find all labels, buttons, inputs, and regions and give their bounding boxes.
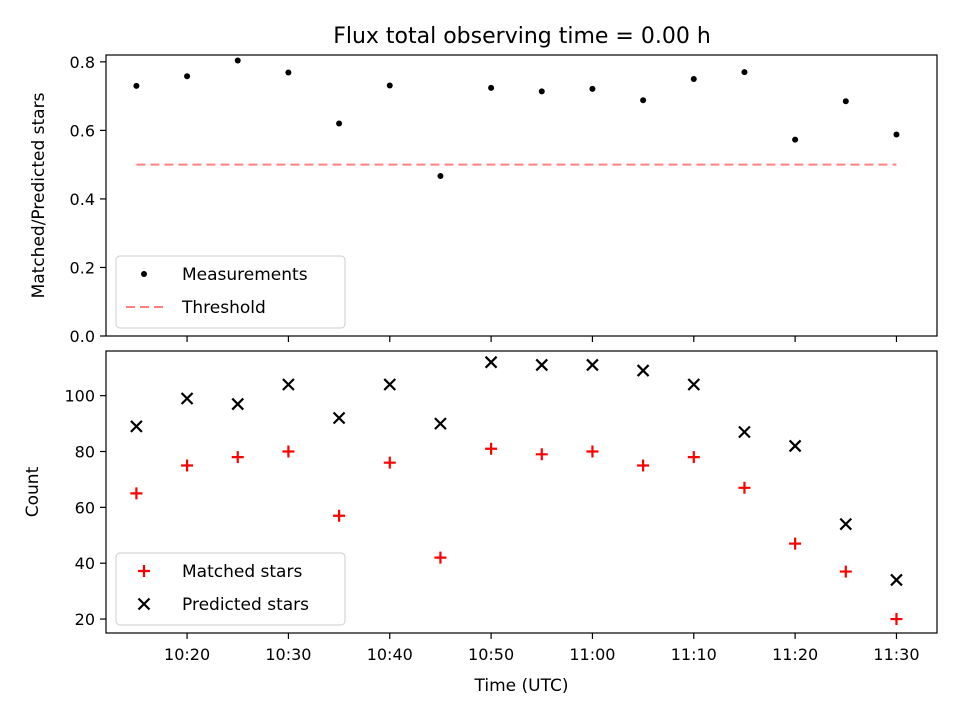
y-tick-label: 100: [64, 387, 95, 406]
data-point: [893, 131, 900, 138]
data-point: [586, 445, 599, 458]
data-point: [383, 378, 397, 391]
x-tick-label: 11:00: [569, 645, 615, 664]
data-point: [184, 73, 191, 80]
data-point: [741, 69, 748, 76]
data-point: [484, 355, 498, 369]
legend-label: Matched stars: [182, 562, 302, 582]
data-point: [231, 451, 244, 464]
data-point: [332, 411, 346, 425]
y-tick-label: 0.0: [70, 327, 95, 346]
data-point: [488, 84, 495, 91]
x-tick-label: 10:20: [164, 645, 210, 664]
data-point: [890, 613, 903, 626]
bottom-plot-area: 20 40 60 80 100 10:20 10:30 10:40 10:50 11:00 11:1…: [23, 350, 938, 696]
legend-box: [115, 255, 346, 329]
data-point: [792, 136, 799, 143]
data-point: [890, 573, 903, 587]
x-tick-label: 11:10: [671, 645, 717, 664]
data-point: [434, 417, 447, 430]
data-point: [687, 378, 701, 391]
data-point: [842, 98, 849, 105]
x-tick-label: 10:50: [468, 645, 514, 664]
data-point: [386, 82, 393, 89]
axes-frame: [105, 350, 938, 634]
chart-title: Flux total observing time = 0.00 h: [333, 24, 711, 49]
data-point: [839, 517, 853, 531]
legend-swatch: [137, 597, 151, 611]
legend-label: Threshold: [181, 298, 266, 318]
y-axis-label: Matched/Predicted stars: [29, 92, 49, 298]
data-point: [789, 537, 802, 550]
x-tick-label: 11:20: [772, 645, 818, 664]
y-tick-label: 40: [75, 554, 95, 573]
data-point: [180, 392, 194, 405]
data-point: [434, 551, 447, 564]
x-axis-label: Time (UTC): [474, 676, 569, 696]
legend-box: [115, 552, 346, 626]
data-point: [690, 75, 697, 82]
data-point: [535, 358, 549, 372]
data-point: [181, 459, 194, 472]
legend-label: Predicted stars: [182, 595, 309, 615]
data-point: [535, 448, 548, 461]
data-point: [640, 97, 647, 104]
data-point: [788, 439, 802, 453]
data-point: [231, 397, 245, 411]
data-point: [637, 459, 650, 472]
x-tick-label: 10:30: [265, 645, 311, 664]
legend-label: Measurements: [182, 265, 308, 285]
y-tick-label: 0.6: [70, 121, 95, 140]
data-point: [130, 420, 143, 433]
data-point: [383, 456, 396, 469]
data-point: [636, 364, 650, 377]
data-point: [333, 509, 346, 522]
y-tick-label: 0.8: [70, 53, 95, 72]
data-point: [234, 57, 241, 64]
y-tick-label: 60: [75, 498, 95, 517]
data-point: [437, 172, 444, 179]
data-point: [687, 451, 700, 464]
data-point: [538, 88, 545, 95]
data-point: [282, 445, 295, 458]
data-point: [586, 358, 599, 372]
data-point: [839, 565, 852, 578]
legend-swatch: [138, 565, 150, 577]
top-plot-area: 0.0 0.2 0.4 0.6 0.8 Matched/Predicted stars Me…: [29, 53, 938, 346]
y-axis-label: Count: [23, 466, 43, 517]
x-tick-label: 11:30: [873, 645, 919, 664]
data-point: [285, 69, 292, 76]
data-point: [738, 425, 751, 439]
y-tick-label: 80: [75, 443, 95, 462]
y-tick-label: 0.2: [70, 258, 95, 277]
data-point: [485, 442, 498, 455]
y-tick-label: 20: [75, 610, 95, 629]
data-point: [282, 378, 295, 391]
data-point: [130, 487, 143, 500]
data-point: [589, 85, 596, 92]
data-point: [133, 82, 140, 89]
data-point: [336, 120, 343, 127]
y-tick-label: 0.4: [70, 190, 95, 209]
data-point: [738, 481, 751, 494]
legend-swatch: [141, 271, 147, 277]
x-tick-label: 10:40: [367, 645, 413, 664]
axes-frame: [105, 54, 938, 337]
